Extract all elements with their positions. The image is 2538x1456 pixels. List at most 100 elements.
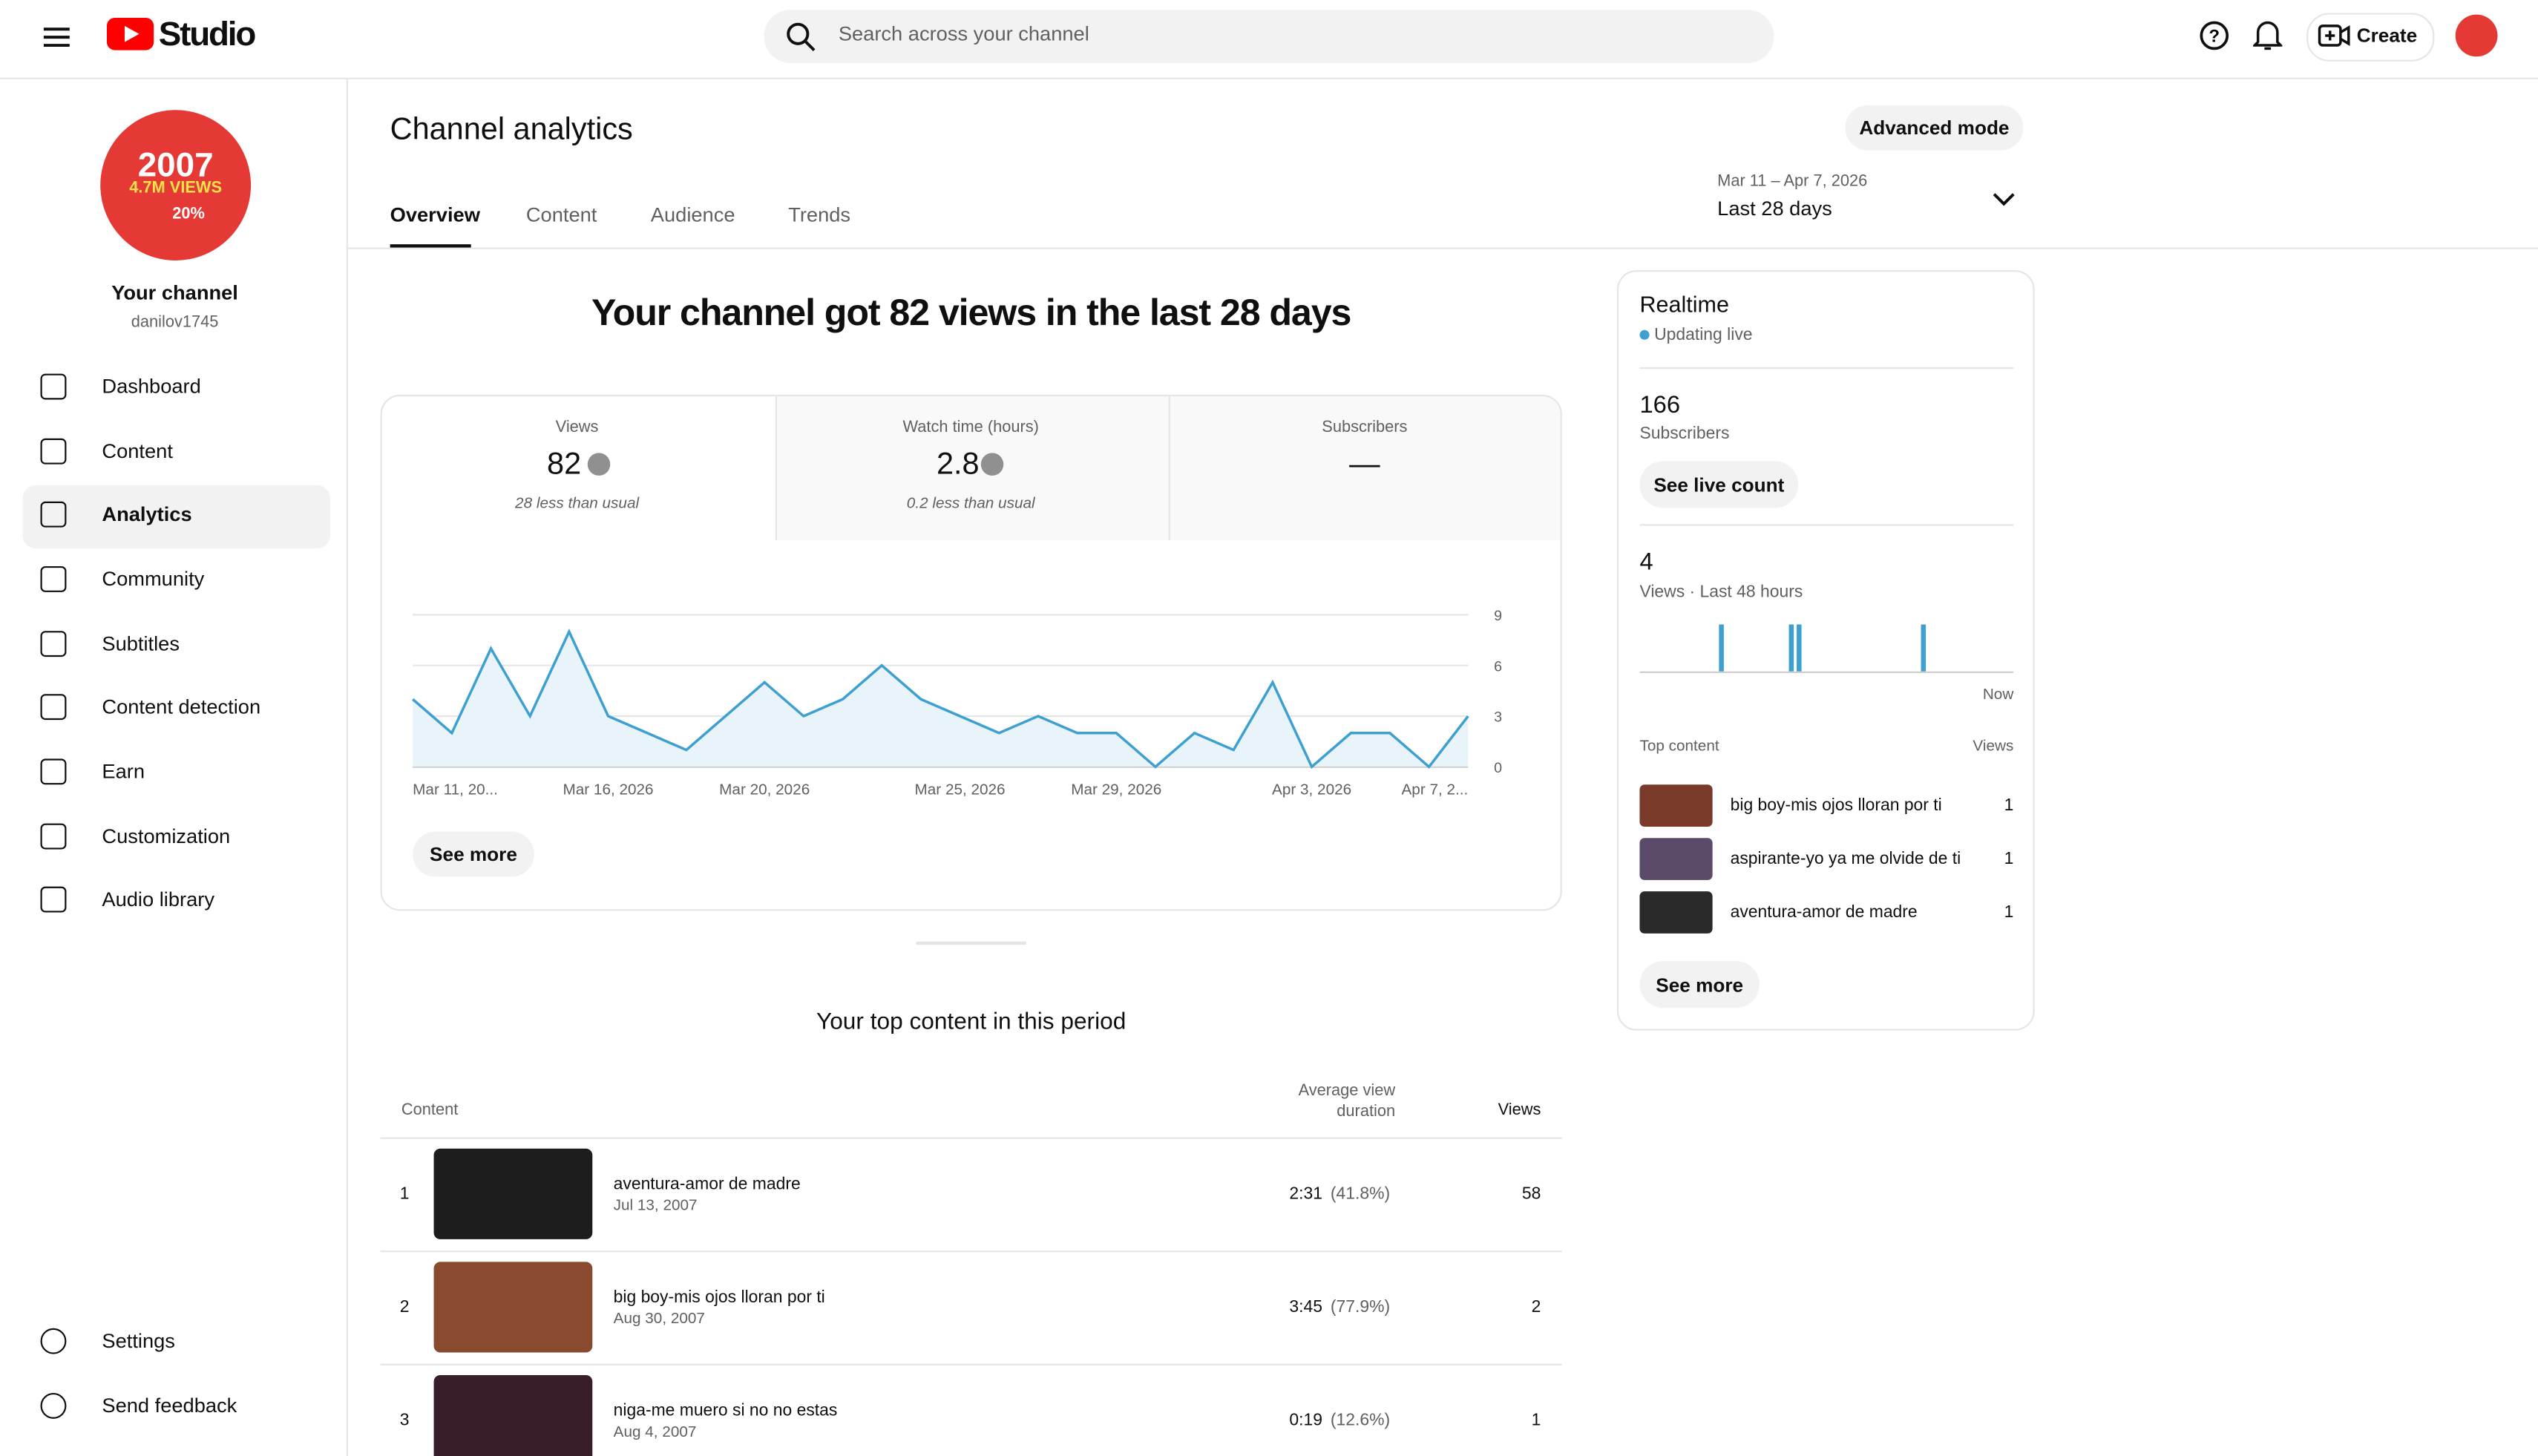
see-more-button[interactable]: See more [413,831,534,877]
column-header: Content [401,1101,459,1120]
views-chart: 0 3 6 9 Mar 11, 20... Mar 16, 2026 Mar 20, 202… [412,608,1502,798]
video-date: Aug 4, 2007 [613,1423,697,1442]
duration: 0:19 [1289,1410,1322,1431]
menu-button[interactable] [42,23,71,52]
nav-icon [40,694,67,721]
x-tick-label: Apr 3, 2026 [1272,781,1351,798]
item-views: 1 [2004,849,2014,869]
notifications-icon[interactable] [2253,18,2283,52]
search-icon [787,22,816,51]
headline: Your channel got 82 views in the last 28… [591,291,1351,334]
thumbnail[interactable] [433,1262,593,1353]
nav-icon [40,1328,67,1354]
tab[interactable]: Content [525,203,597,227]
nav-icon [40,565,67,592]
item-title[interactable]: aspirante-yo ya me olvide de ti [1730,849,1961,869]
see-live-count-button[interactable]: See live count [1639,461,1799,508]
views: 1 [1531,1410,1541,1431]
metric-value: 82 [547,447,582,482]
video-title[interactable]: big boy-mis ojos lloran por ti [613,1288,825,1308]
row-border [380,1363,1562,1365]
column-header: Average view duration [1298,1082,1396,1121]
column-header: Views [1498,1101,1541,1120]
realtime-see-more[interactable]: See more [1639,960,1760,1009]
advanced-mode-button[interactable]: Advanced mode [1845,105,2024,151]
logo-icon[interactable] [106,17,155,52]
x-tick-label: Mar 16, 2026 [563,781,654,798]
live-dot [1639,329,1650,340]
subscriber-count: 166 [1639,391,1681,419]
period-dropdown[interactable] [1991,189,2017,209]
views-column: Views [1973,738,2014,756]
trend-down-icon [586,453,610,476]
realtime-bar [1788,624,1794,672]
create-icon [2318,24,2350,47]
area [413,632,1469,767]
nav-item[interactable]: Community [102,568,205,591]
item-title[interactable]: big boy-mis ojos lloran por ti [1730,796,1942,816]
x-tick-label: Mar 11, 20... [413,781,498,798]
rank: 1 [399,1184,410,1204]
create-label: Create [2356,24,2418,47]
y-tick-label: 6 [1494,658,1502,675]
row-border [380,1250,1562,1253]
nav-item[interactable]: Send feedback [102,1394,237,1417]
nav-item[interactable]: Analytics [102,503,192,527]
nav-icon [40,758,67,785]
video-title[interactable]: aventura-amor de madre [613,1174,801,1194]
search-box[interactable] [764,10,1774,64]
item-views: 1 [2004,902,2014,922]
search-placeholder: Search across your channel [838,22,1089,46]
logo-text[interactable]: Studio [158,16,257,53]
section-divider [916,941,1026,945]
x-tick-label: Mar 25, 2026 [915,781,1006,798]
y-tick-label: 9 [1494,608,1502,624]
date-range: Mar 11 – Apr 7, 2026 [1717,173,1868,191]
realtime-views: 4 [1639,548,1653,577]
thumbnail[interactable] [1639,784,1713,827]
account-avatar[interactable] [2455,14,2498,57]
duration: 2:31 [1289,1184,1322,1204]
nav-item[interactable]: Content detection [102,695,261,719]
top-content-label: Top content [1639,738,1719,756]
nav-item[interactable]: Customization [102,824,231,847]
nav-item[interactable]: Subtitles [102,632,180,655]
views: 58 [1521,1184,1541,1204]
realtime-card [1616,270,2035,1031]
nav-icon [40,630,67,657]
realtime-bar [1797,624,1802,672]
thumbnail[interactable] [433,1375,593,1456]
table-border [380,1137,1562,1139]
video-date: Aug 30, 2007 [613,1310,705,1328]
nav-icon [40,822,67,849]
create-button[interactable] [2306,13,2435,62]
realtime-status: Updating live [1654,325,1753,345]
nav-item[interactable]: Dashboard [102,375,201,399]
nav-item[interactable]: Content [102,439,173,462]
thumbnail[interactable] [1639,838,1713,880]
channel-avatar[interactable] [100,110,252,260]
nav-item[interactable]: Settings [102,1329,175,1353]
item-title[interactable]: aventura-amor de madre [1730,902,1918,922]
tab[interactable]: Overview [390,203,480,227]
nav-item[interactable]: Earn [102,760,145,783]
sidebar-border [346,79,348,1456]
video-title[interactable]: niga-me muero si no no estas [613,1400,838,1421]
nav-item[interactable]: Audio library [102,888,214,911]
nav-active-bg [22,485,330,549]
period[interactable]: Last 28 days [1717,197,1832,220]
realtime-chart [1639,624,2014,673]
duration-percent: (77.9%) [1330,1297,1391,1317]
tab[interactable]: Audience [650,203,735,227]
x-tick-label: Mar 20, 2026 [719,781,810,798]
tab-underline [390,244,471,248]
help-icon[interactable]: ? [2198,19,2231,52]
nav-icon [40,502,67,528]
tab[interactable]: Trends [788,203,851,227]
thumbnail[interactable] [433,1148,593,1239]
rank: 2 [399,1297,410,1317]
x-tick-label: Mar 29, 2026 [1071,781,1161,798]
thumbnail[interactable] [1639,891,1713,934]
